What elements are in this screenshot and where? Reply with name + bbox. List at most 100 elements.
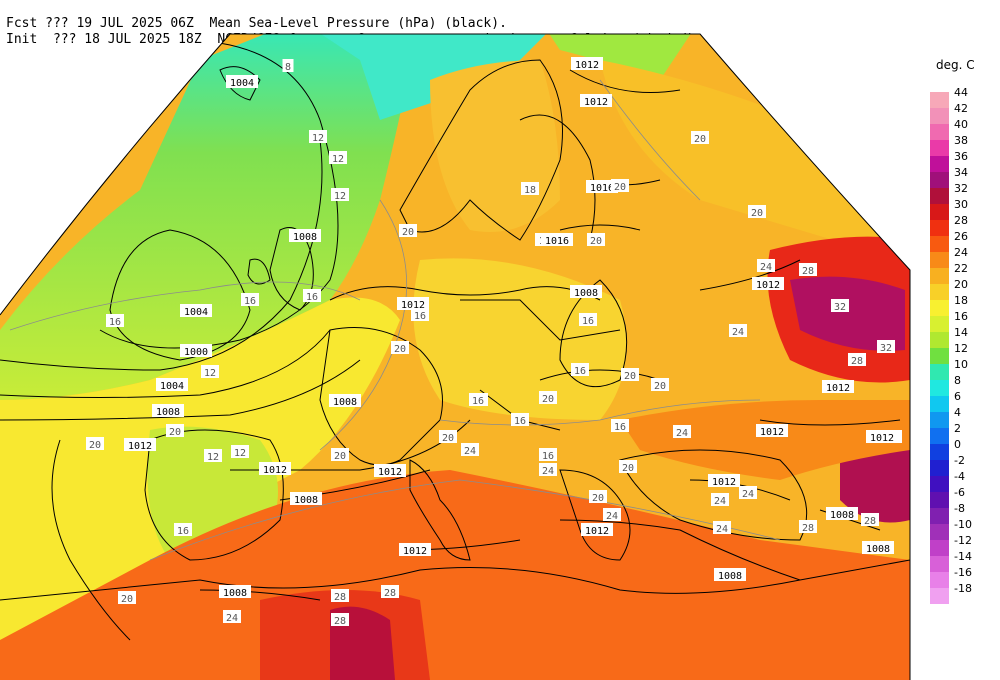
legend-label: -4: [954, 470, 965, 483]
isobar-label: 1008: [570, 285, 602, 299]
temperature-label: 20: [539, 391, 557, 405]
legend-label: 18: [954, 294, 968, 307]
temperature-label: 28: [861, 513, 879, 527]
svg-text:24: 24: [226, 613, 238, 624]
isobar-label: 1008: [152, 404, 184, 418]
legend-label: 16: [954, 310, 968, 323]
legend-label: -2: [954, 454, 965, 467]
legend-label: 14: [954, 326, 968, 339]
svg-text:1016: 1016: [545, 236, 569, 247]
temperature-label: 20: [118, 591, 136, 605]
svg-text:1008: 1008: [718, 571, 742, 582]
legend-swatch: [930, 540, 949, 556]
temperature-label: 20: [399, 224, 417, 238]
svg-text:28: 28: [334, 592, 346, 603]
legend-row: 6: [928, 396, 998, 412]
svg-text:1008: 1008: [333, 397, 357, 408]
svg-text:16: 16: [306, 292, 318, 303]
temperature-label: 18: [521, 182, 539, 196]
temperature-legend: 44 42 40 38 36 34 32 30 28 26 24 22 20 18 16 14 12 10 8 6 4 2…: [928, 92, 998, 604]
legend-swatch: [930, 316, 949, 332]
temperature-label: 20: [691, 131, 709, 145]
isobar-label: 1008: [826, 507, 858, 521]
svg-text:24: 24: [742, 489, 754, 500]
legend-label: 6: [954, 390, 961, 403]
temperature-label: 24: [673, 425, 691, 439]
svg-text:1008: 1008: [156, 407, 180, 418]
isobar-label: 1012: [374, 464, 406, 478]
legend-label: 42: [954, 102, 968, 115]
isobar-label: 1012: [571, 57, 603, 71]
svg-text:20: 20: [614, 182, 626, 193]
temperature-label: 12: [204, 449, 222, 463]
legend-swatch: [930, 508, 949, 524]
temperature-label: 28: [799, 520, 817, 534]
legend-label: 8: [954, 374, 961, 387]
svg-text:24: 24: [606, 511, 618, 522]
svg-text:1012: 1012: [575, 60, 599, 71]
svg-text:16: 16: [177, 526, 189, 537]
temperature-label: 28: [331, 589, 349, 603]
temperature-label: 12: [309, 130, 327, 144]
temperature-label: 28: [799, 263, 817, 277]
temperature-label: 20: [166, 424, 184, 438]
svg-text:24: 24: [464, 446, 476, 457]
svg-text:32: 32: [834, 302, 846, 313]
isobar-label: 1012: [756, 424, 788, 438]
temperature-label: 24: [713, 521, 731, 535]
svg-text:12: 12: [234, 448, 246, 459]
legend-label: 34: [954, 166, 968, 179]
svg-text:1012: 1012: [712, 477, 736, 488]
legend-swatch: [930, 556, 949, 572]
svg-text:1012: 1012: [585, 526, 609, 537]
svg-text:20: 20: [592, 493, 604, 504]
legend-swatch: [930, 348, 949, 364]
isobar-label: 1012: [399, 543, 431, 557]
svg-text:20: 20: [751, 208, 763, 219]
svg-text:1004: 1004: [230, 78, 254, 89]
temperature-label: 20: [86, 437, 104, 451]
svg-text:12: 12: [334, 191, 346, 202]
isobar-label: 1012: [259, 462, 291, 476]
legend-label: -16: [954, 566, 972, 579]
temperature-label: 20: [619, 460, 637, 474]
svg-text:16: 16: [244, 296, 256, 307]
legend-label: 4: [954, 406, 961, 419]
svg-text:1000: 1000: [184, 347, 208, 358]
svg-text:16: 16: [614, 422, 626, 433]
legend-label: 40: [954, 118, 968, 131]
svg-text:16: 16: [472, 396, 484, 407]
legend-swatch: [930, 252, 949, 268]
legend-swatch: [930, 284, 949, 300]
temperature-label: 24: [739, 486, 757, 500]
svg-text:1012: 1012: [870, 433, 894, 444]
svg-text:12: 12: [207, 452, 219, 463]
temperature-label: 16: [303, 289, 321, 303]
legend-label: 28: [954, 214, 968, 227]
svg-text:24: 24: [676, 428, 688, 439]
svg-text:1008: 1008: [294, 495, 318, 506]
legend-swatch: [930, 588, 949, 604]
temperature-label: 20: [589, 490, 607, 504]
svg-text:16: 16: [514, 416, 526, 427]
svg-text:1012: 1012: [756, 280, 780, 291]
temperature-label: 16: [511, 413, 529, 427]
temperature-label: 12: [231, 445, 249, 459]
isobar-label: 1008: [219, 585, 251, 599]
legend-swatch: [930, 204, 949, 220]
temperature-label: 28: [381, 585, 399, 599]
svg-text:1004: 1004: [160, 381, 184, 392]
legend-row: 10: [928, 364, 998, 380]
legend-swatch: [930, 156, 949, 172]
temperature-label: 24: [729, 324, 747, 338]
temperature-label: 12: [331, 188, 349, 202]
svg-text:20: 20: [624, 371, 636, 382]
svg-text:28: 28: [864, 516, 876, 527]
isobar-label: 1012: [866, 430, 898, 444]
svg-text:20: 20: [442, 433, 454, 444]
legend-label: -8: [954, 502, 965, 515]
svg-text:16: 16: [574, 366, 586, 377]
svg-text:20: 20: [402, 227, 414, 238]
svg-text:1008: 1008: [223, 588, 247, 599]
svg-text:24: 24: [542, 466, 554, 477]
